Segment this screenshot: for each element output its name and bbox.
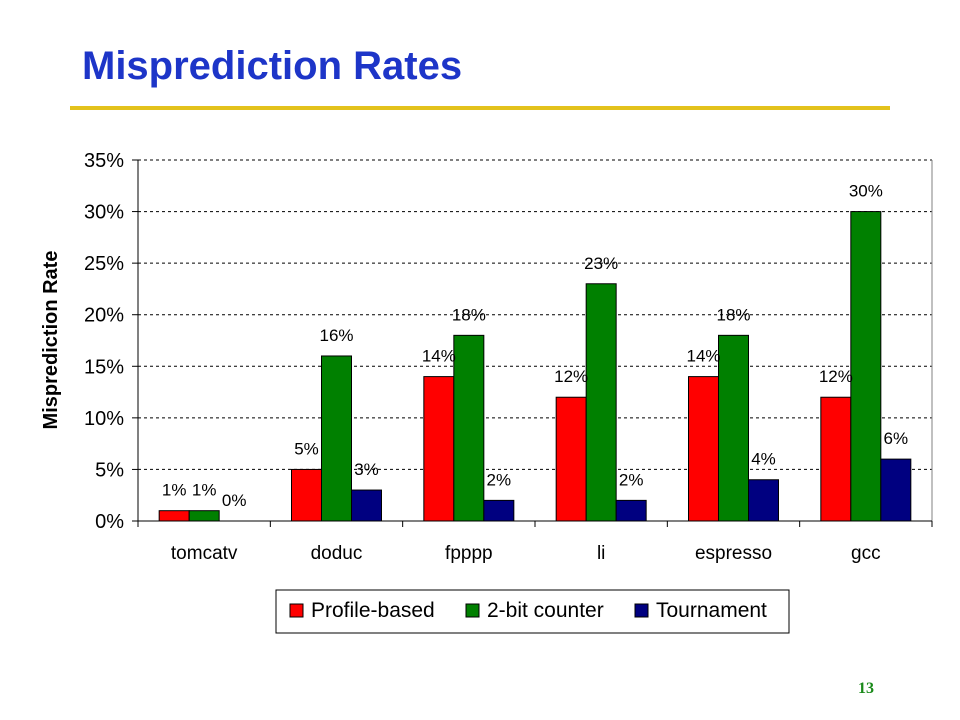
bars [158,211,912,522]
y-tick-label: 25% [84,253,124,275]
data-label: 2% [487,470,512,489]
data-label: 12% [554,367,588,386]
title-underline [70,106,890,110]
data-label: 2% [619,470,644,489]
data-label: 1% [192,481,217,500]
data-label: 23% [584,254,618,273]
data-label: 16% [319,326,353,345]
bar-tournament-gcc [880,458,912,522]
bar-tournament-li [615,499,647,522]
data-label: 0% [222,491,247,510]
data-label: 1% [162,481,187,500]
y-tick-label: 35% [84,150,124,172]
data-label: 3% [354,460,379,479]
bar-2-bit-counter-gcc [850,211,882,522]
data-label: 5% [294,439,319,458]
axes: 0% 5% 10% 15% 20% 25% 30% 35% tomcatv doduc fpppp l… [84,150,933,564]
data-label: 6% [884,429,909,448]
legend-label: 2-bit counter [487,599,604,622]
data-label: 4% [751,450,776,469]
legend-swatch [634,603,649,618]
bar-2-bit-counter-li [585,283,617,522]
legend-swatch [465,603,480,618]
bar-profile-based-espresso [688,376,719,522]
bar-2-bit-counter-doduc [321,355,352,522]
y-tick-label: 15% [84,356,124,378]
bar-tournament-fpppp [483,499,515,522]
legend-swatch [289,603,304,618]
slide-title: Misprediction Rates [82,44,463,88]
legend-label: Profile-based [311,599,435,622]
y-axis-title: Misprediction Rate [40,251,62,430]
data-label: 18% [716,305,750,324]
y-tick-label: 5% [95,459,124,481]
bar-profile-based-tomcatv [158,510,190,522]
page-number: 13 [858,680,874,697]
data-label: 14% [686,347,720,366]
bar-tournament-doduc [351,489,382,522]
data-label: 12% [819,367,853,386]
legend: Profile-based 2-bit counter Tournament [275,589,790,634]
y-tick-label: 30% [84,202,124,224]
bar-tournament-espresso [748,479,779,522]
y-tick-label: 0% [95,511,124,533]
y-tick-label: 20% [84,305,124,327]
y-tick-label: 10% [84,408,124,430]
bar-profile-based-gcc [820,396,852,522]
x-tick-label: li [597,543,605,564]
x-tick-label: doduc [311,543,363,564]
data-labels: 1% 5% 14% 12% 14% 12% 1% 16% 18% 23% 18% 30% 0% 3% 2% 2… [162,182,908,510]
x-tick-label: fpppp [445,543,493,564]
bar-2-bit-counter-fpppp [453,334,485,522]
x-tick-label: gcc [851,543,881,564]
bar-profile-based-fpppp [423,376,455,522]
bar-profile-based-doduc [291,468,322,522]
data-label: 14% [422,347,456,366]
gridlines [138,159,932,470]
legend-label: Tournament [656,599,767,622]
data-label: 18% [452,305,486,324]
bar-profile-based-li [555,396,587,522]
x-tick-label: espresso [695,543,772,564]
bar-2-bit-counter-tomcatv [188,510,220,522]
x-tick-label: tomcatv [171,543,238,564]
legend-box [275,589,790,634]
data-label: 30% [849,182,883,201]
bar-2-bit-counter-espresso [718,334,749,522]
